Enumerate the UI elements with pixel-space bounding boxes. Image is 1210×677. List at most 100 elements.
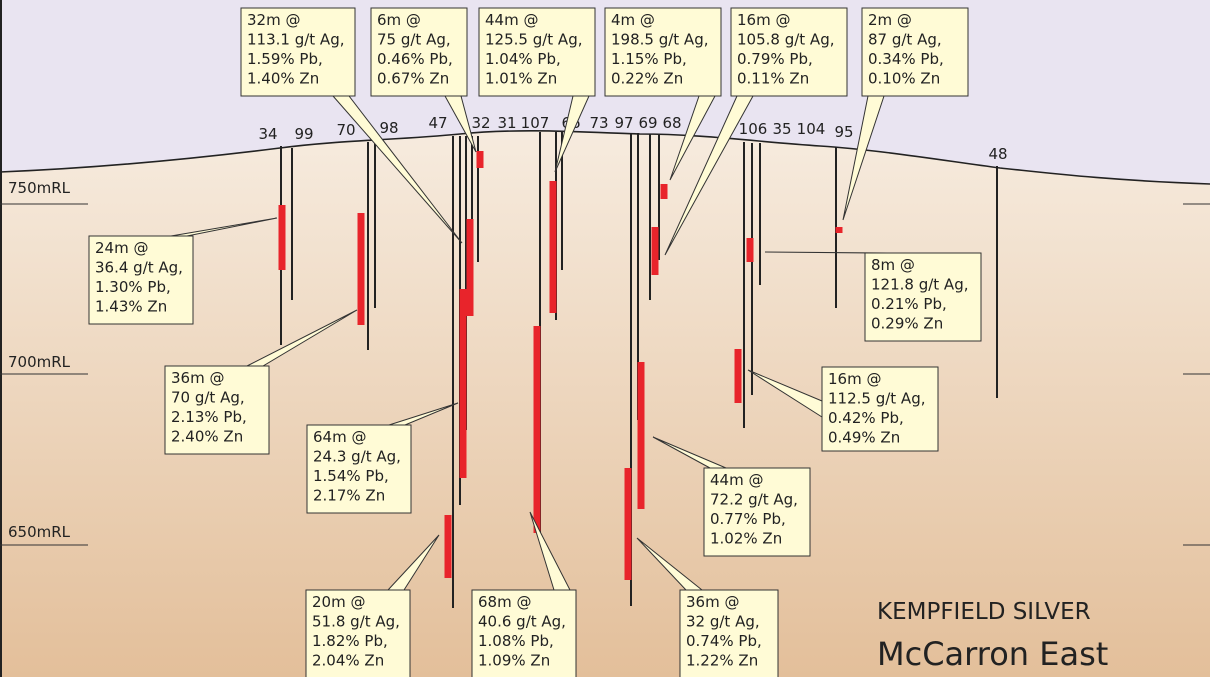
hole-label: 47: [428, 114, 447, 132]
callout-text: 0.21% Pb,: [871, 295, 947, 313]
callout-text: 1.09% Zn: [478, 652, 550, 670]
hole-label: 106: [739, 120, 768, 138]
intercept: [533, 326, 541, 533]
intercept: [651, 227, 659, 275]
callout-box: [471, 589, 577, 677]
intercept: [549, 181, 557, 313]
intercept: [357, 213, 365, 325]
callout-text: 36.4 g/t Ag,: [95, 259, 183, 277]
intercept: [835, 227, 843, 233]
callout-text: 0.49% Zn: [828, 429, 900, 447]
callout-text: 24m @: [95, 239, 148, 257]
callout-text: 0.22% Zn: [611, 70, 683, 88]
hole-label: 31: [497, 114, 516, 132]
callout-text: 0.11% Zn: [737, 70, 809, 88]
callout-text: 20m @: [312, 593, 365, 611]
hole-label: 104: [797, 120, 826, 138]
hole-label: 107: [521, 114, 550, 132]
callout-text: 1.02% Zn: [710, 530, 782, 548]
rl-label: 750mRL: [8, 179, 71, 197]
callout-text: 2.40% Zn: [171, 428, 243, 446]
callout-text: 105.8 g/t Ag,: [737, 31, 835, 49]
hole-label: 35: [772, 120, 791, 138]
callout-text: 1.01% Zn: [485, 70, 557, 88]
callout-text: 0.74% Pb,: [686, 632, 762, 650]
intercept: [444, 515, 452, 578]
hole-label: 70: [336, 121, 355, 139]
subtitle: McCarron East: [877, 635, 1108, 673]
callout-text: 40.6 g/t Ag,: [478, 613, 566, 631]
callout-text: 1.15% Pb,: [611, 50, 687, 68]
callout-text: 2.04% Zn: [312, 652, 384, 670]
callout-box: [864, 252, 982, 342]
callout-text: 36m @: [171, 369, 224, 387]
hole-label: 32: [471, 114, 490, 132]
callout-text: 24.3 g/t Ag,: [313, 448, 401, 466]
callout-text: 0.29% Zn: [871, 315, 943, 333]
callout-text: 44m @: [710, 471, 763, 489]
hole-label: 97: [614, 114, 633, 132]
hole-label: 95: [834, 123, 853, 141]
intercept: [278, 205, 286, 270]
callout-text: 2.17% Zn: [313, 487, 385, 505]
callout-text: 1.04% Pb,: [485, 50, 561, 68]
callout-text: 87 g/t Ag,: [868, 31, 942, 49]
callout-box: [604, 7, 722, 97]
callout-box: [703, 467, 811, 557]
callout-box: [370, 7, 468, 97]
hole-label: 34: [258, 125, 277, 143]
callout-box: [821, 366, 939, 452]
title: KEMPFIELD SILVER: [877, 599, 1091, 625]
callout-text: 16m @: [828, 370, 881, 388]
hole-label: 69: [638, 114, 657, 132]
intercept: [476, 151, 484, 168]
hole-label: 99: [294, 125, 313, 143]
callout-text: 8m @: [871, 256, 915, 274]
callout-box: [679, 589, 779, 677]
callout-text: 51.8 g/t Ag,: [312, 613, 400, 631]
callout-text: 112.5 g/t Ag,: [828, 390, 926, 408]
callout-box: [88, 235, 194, 325]
callout-text: 68m @: [478, 593, 531, 611]
callout-text: 75 g/t Ag,: [377, 31, 451, 49]
callout-text: 0.67% Zn: [377, 70, 449, 88]
callout-text: 1.82% Pb,: [312, 632, 388, 650]
callout-text: 125.5 g/t Ag,: [485, 31, 583, 49]
hole-label: 73: [589, 114, 608, 132]
callout-text: 4m @: [611, 11, 655, 29]
callout-text: 70 g/t Ag,: [171, 389, 245, 407]
callout-text: 1.54% Pb,: [313, 467, 389, 485]
intercept: [734, 349, 742, 403]
callout-text: 16m @: [737, 11, 790, 29]
callout-text: 0.46% Pb,: [377, 50, 453, 68]
callout-text: 113.1 g/t Ag,: [247, 31, 345, 49]
intercept: [746, 238, 754, 262]
callout-text: 0.77% Pb,: [710, 510, 786, 528]
callout-text: 32m @: [247, 11, 300, 29]
callout-text: 6m @: [377, 11, 421, 29]
callout-box: [861, 7, 969, 97]
callout-text: 1.40% Zn: [247, 70, 319, 88]
callout-text: 1.30% Pb,: [95, 278, 171, 296]
callout-box: [730, 7, 848, 97]
intercept: [466, 219, 474, 316]
callout-box: [305, 589, 411, 677]
intercept: [624, 468, 632, 580]
hole-label: 98: [379, 119, 398, 137]
rl-label: 650mRL: [8, 523, 71, 541]
callout-text: 36m @: [686, 593, 739, 611]
intercept: [660, 184, 668, 199]
callout-text: 0.79% Pb,: [737, 50, 813, 68]
callout-text: 32 g/t Ag,: [686, 613, 760, 631]
callout-text: 0.10% Zn: [868, 70, 940, 88]
intercept: [459, 289, 467, 478]
callout-text: 64m @: [313, 428, 366, 446]
callout-text: 72.2 g/t Ag,: [710, 491, 798, 509]
callout-text: 121.8 g/t Ag,: [871, 276, 969, 294]
callout-text: 2.13% Pb,: [171, 408, 247, 426]
callout-box: [164, 365, 270, 455]
callout-text: 198.5 g/t Ag,: [611, 31, 709, 49]
callout-text: 1.08% Pb,: [478, 632, 554, 650]
callout-text: 1.43% Zn: [95, 298, 167, 316]
